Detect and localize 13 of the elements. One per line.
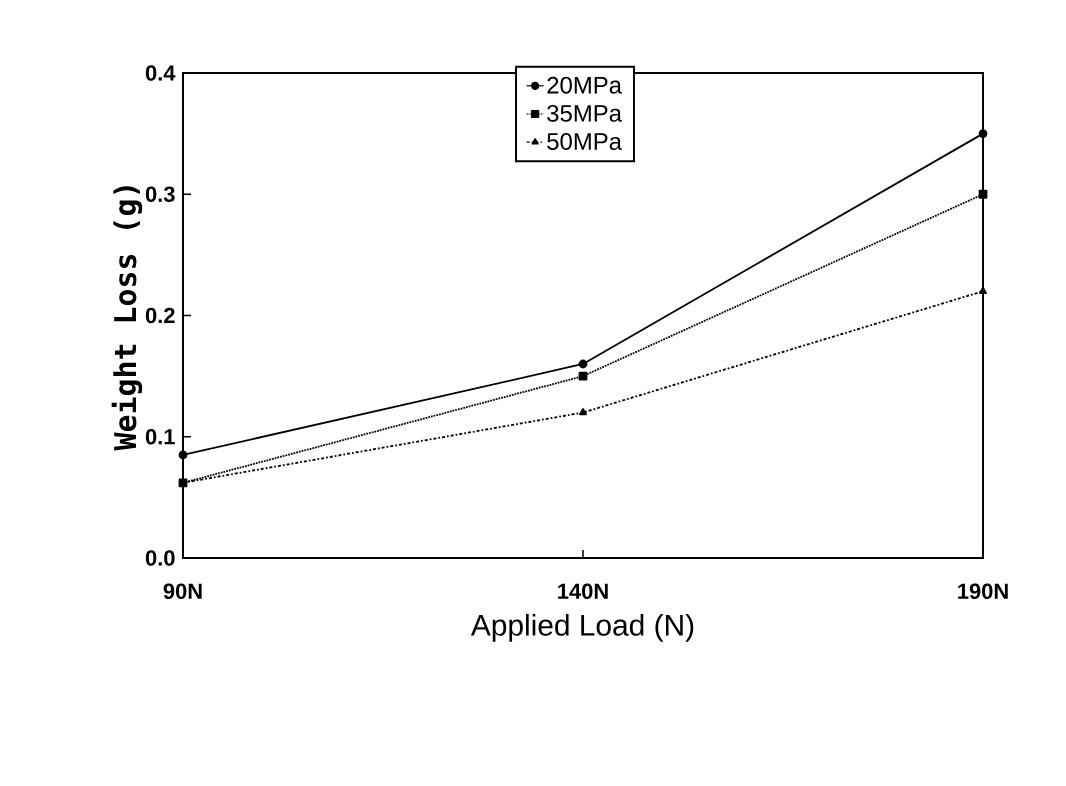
legend-label: 50MPa — [547, 133, 622, 150]
y-tick-label: 0.1 — [145, 428, 175, 445]
y-tick-label: 0.2 — [145, 307, 175, 324]
y-axis-title: Weight Loss (g) — [111, 186, 143, 451]
legend-label: 35MPa — [547, 104, 622, 122]
x-tick-label: 190N — [958, 583, 1008, 600]
x-tick-label: 140N — [558, 583, 608, 600]
y-tick-label: 0.4 — [145, 65, 176, 81]
legend-label: 20MPa — [547, 76, 622, 94]
y-tick-label: 0.3 — [145, 186, 175, 203]
x-tick-label: 90N — [163, 583, 202, 600]
x-axis-title: Applied Load (N) — [470, 613, 694, 642]
y-tick-label: 0.0 — [145, 550, 175, 566]
